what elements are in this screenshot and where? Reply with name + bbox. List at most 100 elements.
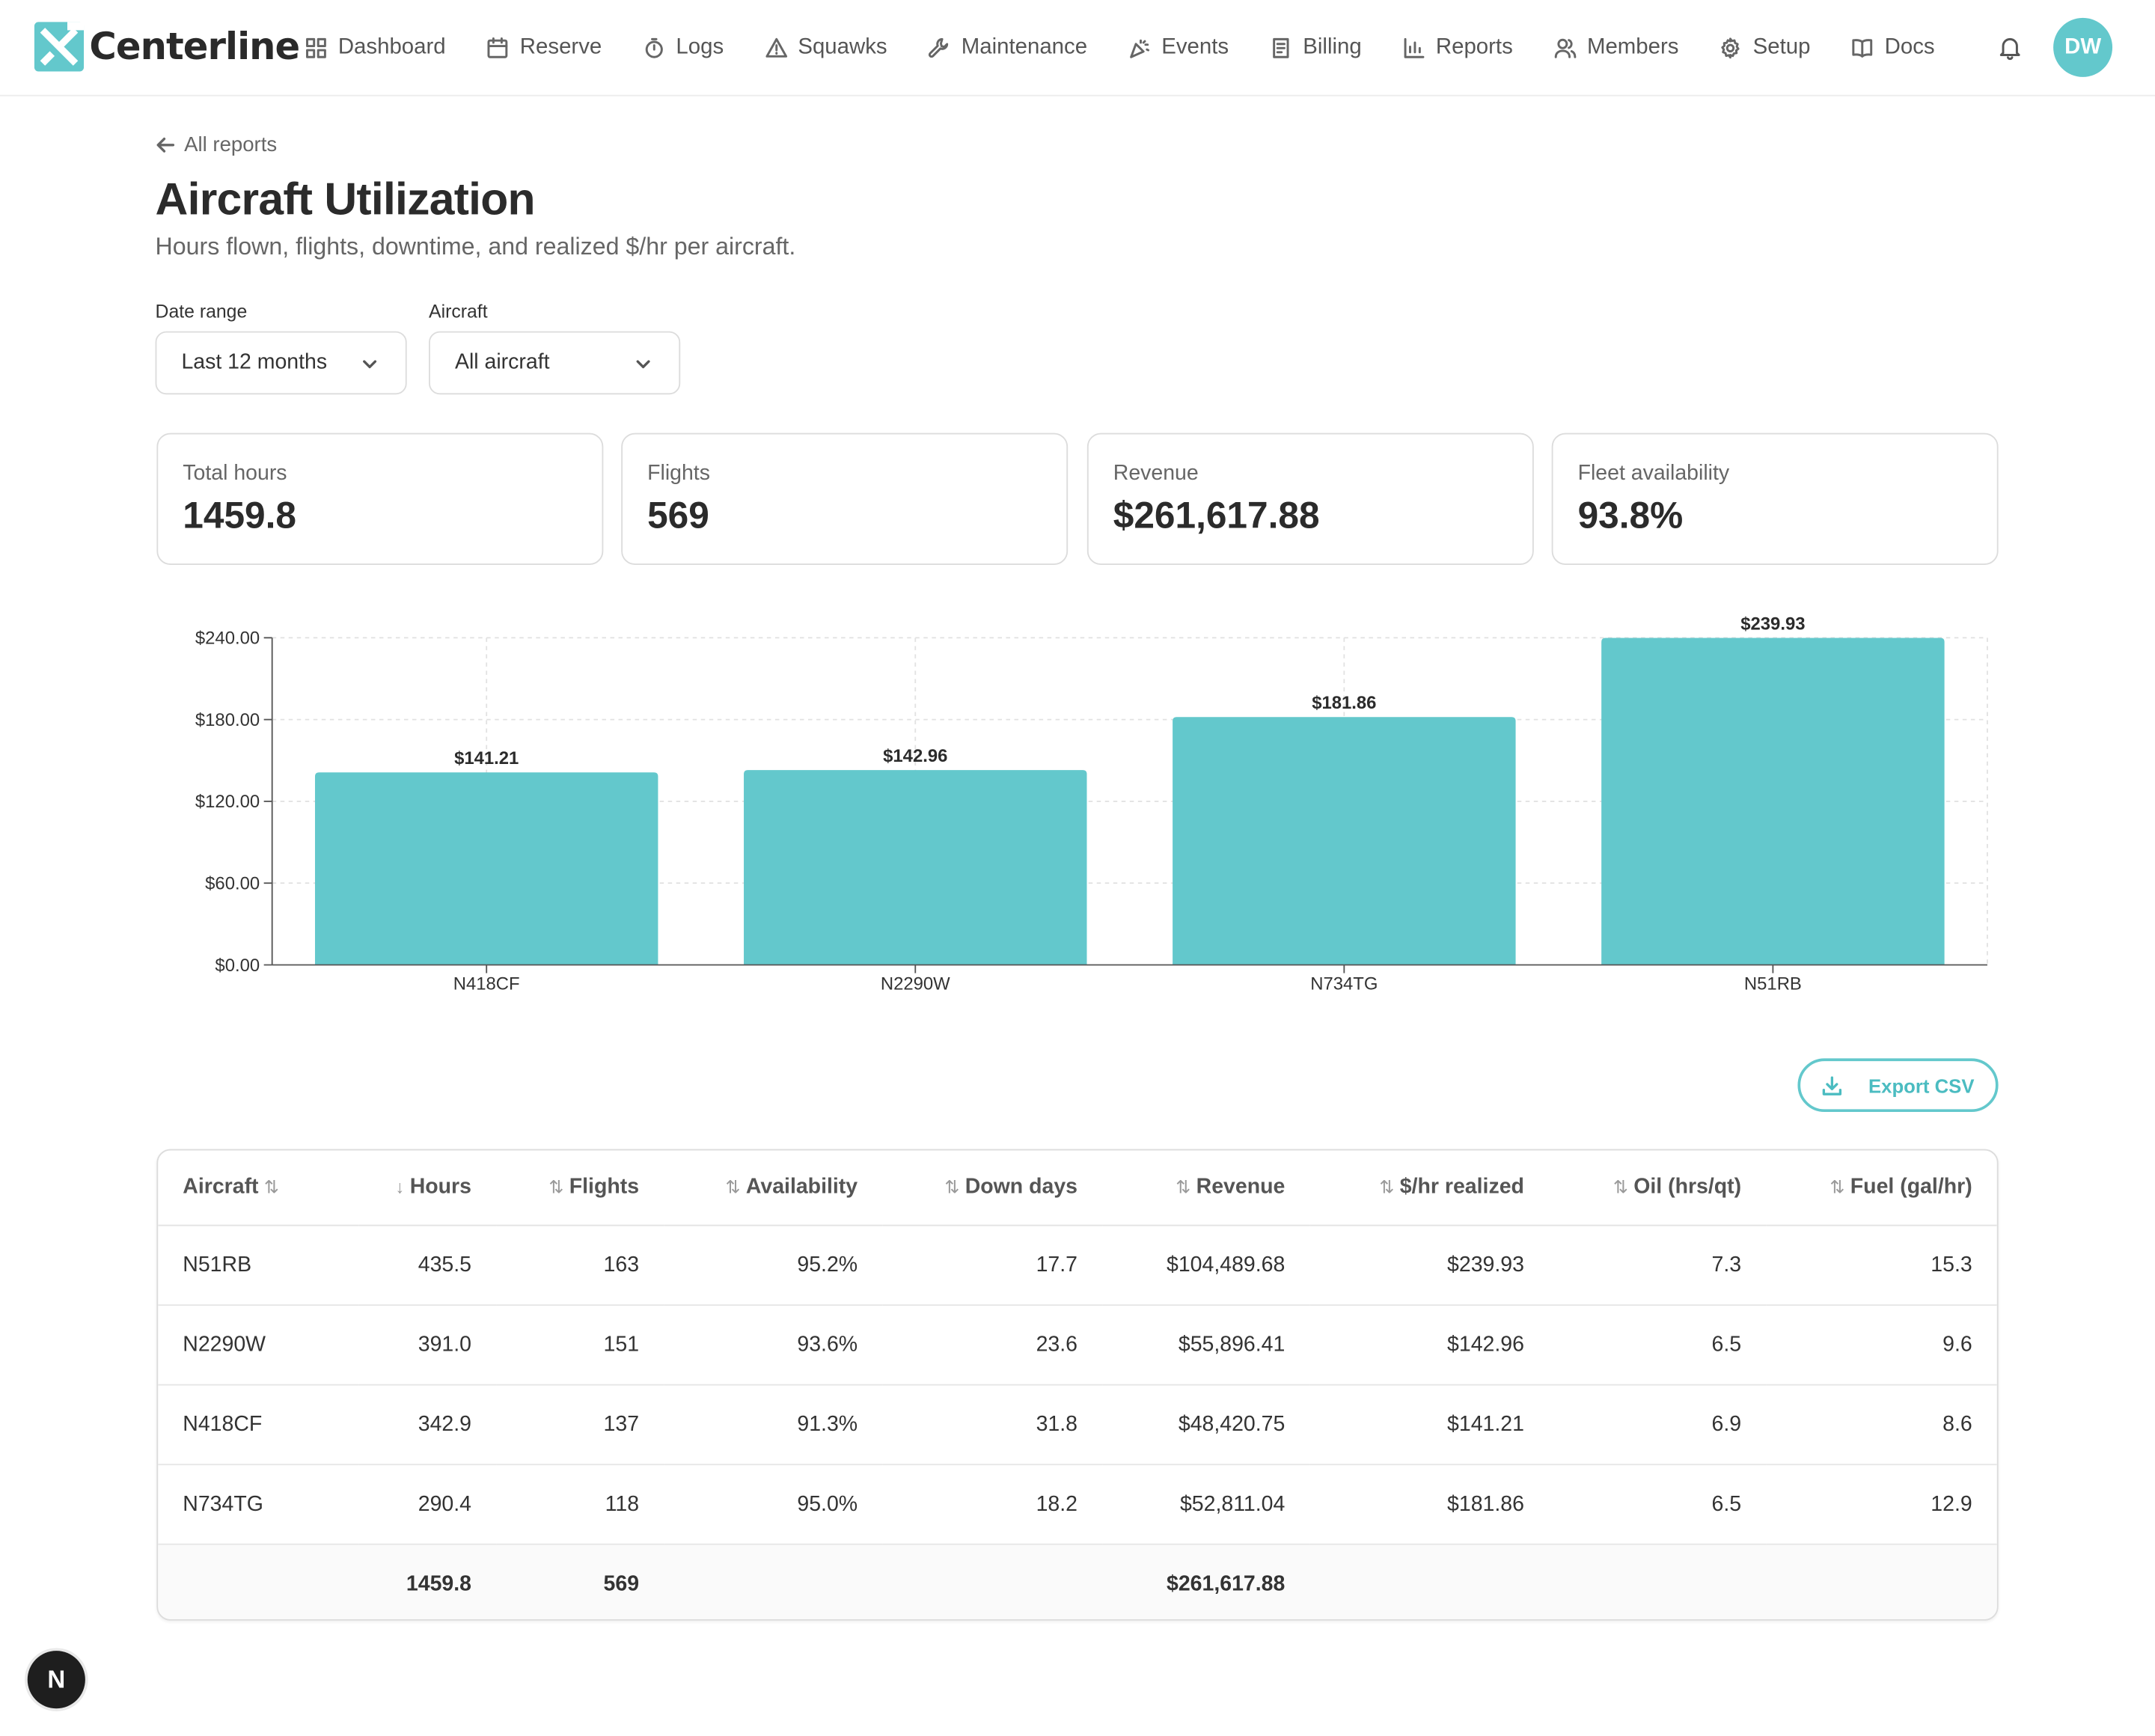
col-header-label: Flights bbox=[569, 1175, 640, 1199]
cell-flights: 151 bbox=[496, 1305, 664, 1386]
col-header-aircraft[interactable]: Aircraft ⇅ bbox=[158, 1150, 359, 1226]
table-row[interactable]: N418CF 342.9 137 91.3% 31.8 $48,420.75 $… bbox=[158, 1384, 1997, 1466]
table-row[interactable]: N51RB 435.5 163 95.2% 17.7 $104,489.68 $… bbox=[158, 1225, 1997, 1306]
nav-events[interactable]: Events bbox=[1128, 0, 1229, 95]
total-hours: 1459.8 bbox=[358, 1544, 497, 1619]
stat-label: Revenue bbox=[1113, 462, 1199, 486]
nav-billing[interactable]: Billing bbox=[1270, 0, 1362, 95]
col-header-oil[interactable]: ⇅ Oil (hrs/qt) bbox=[1549, 1150, 1767, 1226]
col-header-label: Fuel (gal/hr) bbox=[1850, 1175, 1972, 1199]
cell-availability: 93.6% bbox=[664, 1305, 883, 1386]
cell-hours: 435.5 bbox=[358, 1225, 497, 1306]
col-header-label: Down days bbox=[965, 1175, 1078, 1199]
col-header-fuel[interactable]: ⇅ Fuel (gal/hr) bbox=[1766, 1150, 1997, 1226]
nav-logs[interactable]: Logs bbox=[643, 0, 724, 95]
realized-rate-bar-chart: $0.00 $60.00 $120.00 $180.00 $240.00 $141.21 N… bbox=[195, 614, 1988, 994]
user-avatar[interactable]: DW bbox=[2053, 17, 2113, 77]
receipt-icon bbox=[1273, 37, 1289, 58]
cell-down-days: 31.8 bbox=[882, 1384, 1103, 1466]
col-header-label: Aircraft bbox=[183, 1175, 259, 1199]
cell-aircraft: N734TG bbox=[158, 1464, 359, 1545]
table-row[interactable]: N734TG 290.4 118 95.0% 18.2 $52,811.04 $… bbox=[158, 1464, 1997, 1545]
cell-rate-realized: $141.21 bbox=[1309, 1384, 1550, 1466]
cell-down-days: 18.2 bbox=[882, 1464, 1103, 1545]
col-header-revenue[interactable]: ⇅ Revenue bbox=[1102, 1150, 1310, 1226]
nav-reserve[interactable]: Reserve bbox=[487, 0, 602, 95]
nav-dashboard[interactable]: Dashboard bbox=[305, 0, 446, 95]
sort-icon: ⇅ bbox=[1613, 1176, 1628, 1197]
grid-icon bbox=[306, 37, 326, 58]
chevron-down-icon bbox=[361, 355, 378, 371]
cell-flights: 163 bbox=[496, 1225, 664, 1306]
cell-hours: 391.0 bbox=[358, 1305, 497, 1386]
nav-label: Squawks bbox=[798, 34, 887, 59]
cell-availability: 95.0% bbox=[664, 1464, 883, 1545]
cell-availability: 95.2% bbox=[664, 1225, 883, 1306]
total-down-days bbox=[882, 1544, 1103, 1619]
dev-tools-badge[interactable]: N bbox=[27, 1651, 85, 1709]
sort-icon: ⇅ bbox=[1379, 1176, 1395, 1197]
total-rate-realized bbox=[1309, 1544, 1550, 1619]
wrench-icon bbox=[929, 37, 950, 58]
stopwatch-icon bbox=[645, 37, 663, 58]
cell-flights: 137 bbox=[496, 1384, 664, 1466]
nav-reports[interactable]: Reports bbox=[1403, 0, 1513, 95]
cell-aircraft: N418CF bbox=[158, 1384, 359, 1466]
stat-card-revenue: Revenue $261,617.88 bbox=[1086, 433, 1534, 565]
main-nav: Dashboard Reserve Logs Squawks Maintenan… bbox=[305, 0, 1935, 95]
cell-oil: 6.5 bbox=[1549, 1305, 1767, 1386]
cell-oil: 6.5 bbox=[1549, 1464, 1767, 1545]
centerline-logo-icon bbox=[34, 22, 85, 72]
cell-fuel: 12.9 bbox=[1766, 1464, 1997, 1545]
nav-squawks[interactable]: Squawks bbox=[765, 0, 887, 95]
nav-label: Reports bbox=[1435, 34, 1513, 59]
bar-value-label: $181.86 bbox=[1312, 693, 1376, 713]
cell-revenue: $104,489.68 bbox=[1102, 1225, 1310, 1306]
table-row[interactable]: N2290W 391.0 151 93.6% 23.6 $55,896.41 $… bbox=[158, 1305, 1997, 1386]
top-nav-bar: Centerline Dashboard Reserve Logs Squawk… bbox=[0, 0, 2155, 97]
nav-members[interactable]: Members bbox=[1554, 0, 1678, 95]
y-tick-label: $60.00 bbox=[205, 873, 260, 893]
cell-revenue: $55,896.41 bbox=[1102, 1305, 1310, 1386]
total-oil bbox=[1549, 1544, 1767, 1619]
logo[interactable]: Centerline bbox=[33, 19, 300, 74]
date-range-label: Date range bbox=[155, 301, 248, 322]
bar-value-label: $141.21 bbox=[454, 748, 519, 768]
nav-maintenance[interactable]: Maintenance bbox=[929, 0, 1087, 95]
nav-docs[interactable]: Docs bbox=[1852, 0, 1935, 95]
aircraft-select[interactable]: All aircraft bbox=[429, 331, 681, 395]
cell-down-days: 17.7 bbox=[882, 1225, 1103, 1306]
gear-icon bbox=[1722, 37, 1740, 58]
notifications-button[interactable] bbox=[1997, 34, 2023, 61]
sort-icon: ⇅ bbox=[725, 1176, 741, 1197]
col-header-hours[interactable]: ↓ Hours bbox=[358, 1150, 497, 1226]
download-icon bbox=[1823, 1075, 1842, 1095]
bar-value-label: $142.96 bbox=[883, 746, 947, 766]
cell-fuel: 8.6 bbox=[1766, 1384, 1997, 1466]
export-csv-button[interactable]: Export CSV bbox=[1797, 1058, 1999, 1113]
cell-revenue: $52,811.04 bbox=[1102, 1464, 1310, 1545]
nav-setup[interactable]: Setup bbox=[1720, 0, 1810, 95]
cell-oil: 6.9 bbox=[1549, 1384, 1767, 1466]
bar bbox=[314, 772, 658, 965]
col-header-rate-realized[interactable]: ⇅ $/hr realized bbox=[1309, 1150, 1550, 1226]
col-header-label: Oil (hrs/qt) bbox=[1633, 1175, 1742, 1199]
cell-availability: 91.3% bbox=[664, 1384, 883, 1466]
sort-icon: ⇅ bbox=[1176, 1176, 1191, 1197]
x-tick-label: N2290W bbox=[881, 974, 950, 994]
col-header-down-days[interactable]: ⇅ Down days bbox=[882, 1150, 1103, 1226]
cell-aircraft: N51RB bbox=[158, 1225, 359, 1306]
cell-flights: 118 bbox=[496, 1464, 664, 1545]
total-availability bbox=[664, 1544, 883, 1619]
page-subtitle: Hours flown, flights, downtime, and real… bbox=[155, 232, 796, 260]
back-link[interactable]: All reports bbox=[156, 133, 277, 156]
page-title: Aircraft Utilization bbox=[155, 173, 536, 224]
col-header-availability[interactable]: ⇅ Availability bbox=[664, 1150, 883, 1226]
sort-icon: ⇅ bbox=[1830, 1176, 1845, 1197]
cell-fuel: 9.6 bbox=[1766, 1305, 1997, 1386]
date-range-select[interactable]: Last 12 months bbox=[155, 331, 407, 395]
sort-icon: ⇅ bbox=[944, 1176, 960, 1197]
total-revenue: $261,617.88 bbox=[1102, 1544, 1310, 1619]
col-header-flights[interactable]: ⇅ Flights bbox=[496, 1150, 664, 1226]
